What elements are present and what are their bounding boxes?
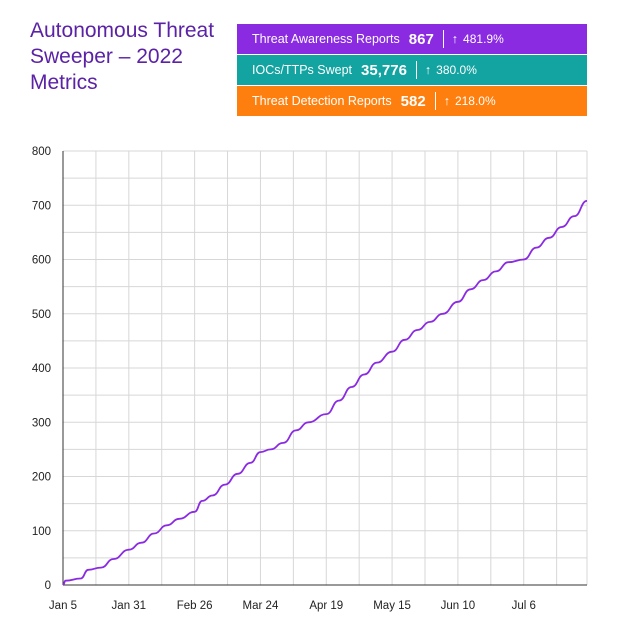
y-tick-label: 500 (32, 309, 51, 321)
metric-divider (434, 92, 436, 110)
x-tick-label: Jan 5 (49, 600, 77, 612)
metric-divider (442, 30, 444, 48)
metric-change: 218.0% (454, 94, 496, 108)
metric-change: 481.9% (463, 32, 504, 46)
tick-labels: 0 100 200 300 400 500 600 700 800 Jan 5 Jan 31 Feb … (32, 146, 536, 612)
metric-value: 867 (408, 30, 434, 48)
metrics-panel: Threat Awareness Reports 867 ↑ 481.9% IO… (237, 24, 587, 117)
y-tick-label: 0 (45, 580, 51, 592)
y-tick-label: 800 (32, 146, 51, 158)
metric-threat-detection-reports: Threat Detection Reports 582 ↑ 218.0% (237, 86, 587, 116)
metric-label: Threat Detection Reports (252, 94, 392, 108)
y-tick-label: 300 (32, 417, 51, 429)
x-tick-label: Jan 31 (112, 600, 147, 612)
x-tick-label: Jul 6 (512, 600, 536, 612)
x-tick-label: Mar 24 (243, 600, 279, 612)
x-tick-label: Apr 19 (309, 600, 343, 612)
metric-label: IOCs/TTPs Swept (252, 63, 353, 77)
x-tick-label: May 15 (373, 600, 411, 612)
x-tick-label: Jun 10 (441, 600, 476, 612)
metric-value: 35,776 (361, 61, 407, 79)
series (62, 200, 588, 586)
metric-value: 582 (400, 92, 426, 110)
arrow-up-icon: ↑ (451, 32, 459, 46)
arrow-up-icon: ↑ (443, 94, 450, 108)
series-line (62, 200, 588, 586)
metric-change: 380.0% (436, 63, 477, 77)
grid (62, 150, 588, 586)
chart-title: Autonomous Threat Sweeper – 2022 Metrics (30, 19, 215, 94)
metric-label: Threat Awareness Reports (252, 32, 400, 46)
y-tick-label: 700 (32, 200, 51, 212)
metric-threat-awareness-reports: Threat Awareness Reports 867 ↑ 481.9% (237, 24, 587, 54)
arrow-up-icon: ↑ (424, 63, 432, 77)
y-tick-label: 200 (32, 472, 51, 484)
line-chart: 0 100 200 300 400 500 600 700 800 Jan 5 Jan 31 Feb … (32, 146, 588, 612)
metric-divider (415, 61, 417, 79)
y-tick-label: 400 (32, 363, 51, 375)
x-tick-label: Feb 26 (177, 600, 213, 612)
y-tick-label: 600 (32, 255, 51, 267)
axes (62, 151, 587, 586)
y-tick-label: 100 (32, 526, 51, 538)
metric-iocs-ttps-swept: IOCs/TTPs Swept 35,776 ↑ 380.0% (237, 55, 587, 85)
